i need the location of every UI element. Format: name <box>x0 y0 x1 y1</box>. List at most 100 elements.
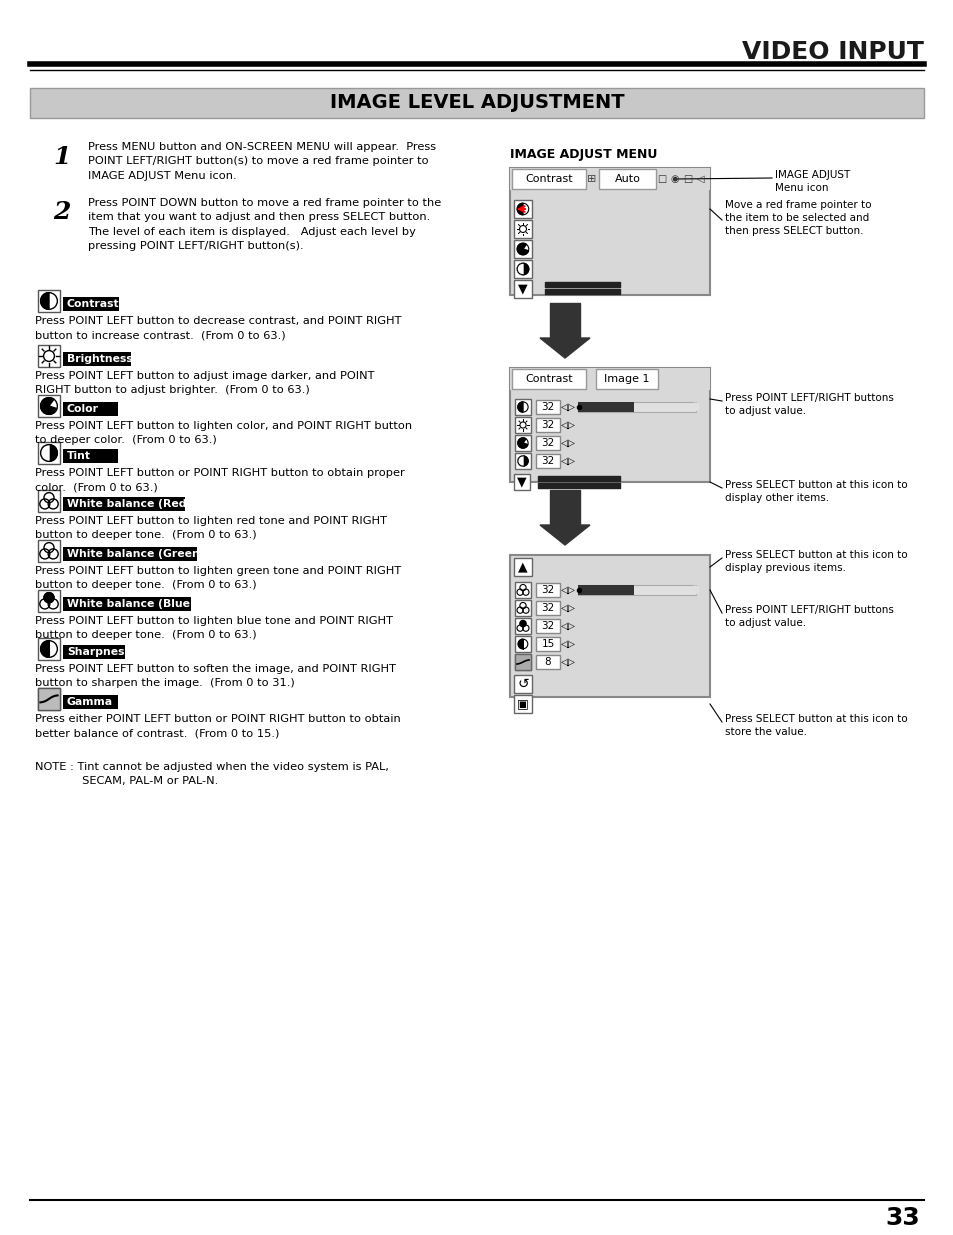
FancyBboxPatch shape <box>38 395 60 417</box>
Text: 32: 32 <box>540 438 554 448</box>
FancyBboxPatch shape <box>63 352 131 366</box>
FancyBboxPatch shape <box>38 540 60 562</box>
Text: ↺: ↺ <box>517 677 528 692</box>
Text: Tint: Tint <box>67 451 91 461</box>
FancyBboxPatch shape <box>512 169 585 189</box>
FancyBboxPatch shape <box>514 240 532 258</box>
FancyBboxPatch shape <box>515 636 531 652</box>
Text: IMAGE ADJUST
Menu icon: IMAGE ADJUST Menu icon <box>774 170 849 193</box>
Circle shape <box>517 263 528 274</box>
Polygon shape <box>517 204 522 215</box>
Text: Press SELECT button at this icon to
store the value.: Press SELECT button at this icon to stor… <box>724 714 906 737</box>
FancyBboxPatch shape <box>510 368 709 482</box>
Text: Press SELECT button at this icon to
display previous items.: Press SELECT button at this icon to disp… <box>724 550 906 573</box>
FancyBboxPatch shape <box>38 688 60 710</box>
Text: Contrast: Contrast <box>67 299 119 309</box>
FancyBboxPatch shape <box>514 474 530 490</box>
Text: White balance (Red): White balance (Red) <box>67 499 192 509</box>
FancyBboxPatch shape <box>598 169 656 189</box>
Text: □: □ <box>682 174 692 184</box>
Polygon shape <box>517 438 527 448</box>
FancyBboxPatch shape <box>515 618 531 634</box>
Text: Press POINT LEFT button to lighten red tone and POINT RIGHT
button to deeper ton: Press POINT LEFT button to lighten red t… <box>35 516 387 541</box>
FancyBboxPatch shape <box>38 638 60 659</box>
Text: Press POINT LEFT button to lighten color, and POINT RIGHT button
to deeper color: Press POINT LEFT button to lighten color… <box>35 421 412 446</box>
Circle shape <box>44 593 54 603</box>
Text: NOTE : Tint cannot be adjusted when the video system is PAL,
             SECAM,: NOTE : Tint cannot be adjusted when the … <box>35 762 389 787</box>
FancyBboxPatch shape <box>515 655 531 671</box>
Text: Press POINT LEFT button to soften the image, and POINT RIGHT
button to sharpen t: Press POINT LEFT button to soften the im… <box>35 664 395 688</box>
FancyBboxPatch shape <box>515 399 531 415</box>
Polygon shape <box>539 525 589 545</box>
Text: ▲: ▲ <box>517 561 527 573</box>
Polygon shape <box>517 456 522 466</box>
FancyBboxPatch shape <box>515 417 531 433</box>
Text: IMAGE ADJUST MENU: IMAGE ADJUST MENU <box>510 148 657 161</box>
Text: □: □ <box>657 174 666 184</box>
FancyBboxPatch shape <box>63 496 185 511</box>
FancyBboxPatch shape <box>515 600 531 616</box>
Text: ◁▷: ◁▷ <box>560 638 575 650</box>
Text: Press POINT LEFT button to adjust image darker, and POINT
RIGHT button to adjust: Press POINT LEFT button to adjust image … <box>35 370 375 395</box>
Text: Press POINT LEFT button or POINT RIGHT button to obtain proper
color.  (From 0 t: Press POINT LEFT button or POINT RIGHT b… <box>35 468 404 493</box>
Polygon shape <box>517 401 522 412</box>
Text: Image 1: Image 1 <box>603 374 649 384</box>
FancyBboxPatch shape <box>38 590 60 613</box>
FancyBboxPatch shape <box>514 261 532 278</box>
FancyBboxPatch shape <box>514 200 532 219</box>
Polygon shape <box>41 398 57 415</box>
Text: 32: 32 <box>540 420 554 430</box>
Polygon shape <box>517 640 522 648</box>
FancyBboxPatch shape <box>63 597 191 611</box>
Text: Press POINT LEFT button to lighten green tone and POINT RIGHT
button to deeper t: Press POINT LEFT button to lighten green… <box>35 566 401 590</box>
Text: 32: 32 <box>540 621 554 631</box>
FancyBboxPatch shape <box>596 369 658 389</box>
Text: Gamma: Gamma <box>67 697 113 706</box>
FancyBboxPatch shape <box>510 168 709 295</box>
FancyBboxPatch shape <box>38 688 60 710</box>
Circle shape <box>41 445 57 462</box>
Polygon shape <box>517 243 528 254</box>
Text: 32: 32 <box>540 585 554 595</box>
Text: Press MENU button and ON-SCREEN MENU will appear.  Press
POINT LEFT/RIGHT button: Press MENU button and ON-SCREEN MENU wil… <box>88 142 436 180</box>
FancyBboxPatch shape <box>578 585 633 595</box>
Text: ◉: ◉ <box>670 174 679 184</box>
Text: ▣: ▣ <box>517 698 528 710</box>
FancyBboxPatch shape <box>536 400 559 414</box>
FancyBboxPatch shape <box>38 345 60 367</box>
Text: ◁▷: ◁▷ <box>560 456 575 466</box>
FancyBboxPatch shape <box>536 454 559 468</box>
Polygon shape <box>517 263 522 274</box>
FancyBboxPatch shape <box>578 403 696 412</box>
Text: Press POINT LEFT button to lighten blue tone and POINT RIGHT
button to deeper to: Press POINT LEFT button to lighten blue … <box>35 616 393 641</box>
FancyBboxPatch shape <box>536 619 559 634</box>
Circle shape <box>690 585 699 594</box>
Text: 32: 32 <box>540 603 554 613</box>
Text: ▼: ▼ <box>517 283 527 295</box>
FancyBboxPatch shape <box>510 368 709 390</box>
Text: ◁▷: ◁▷ <box>560 403 575 412</box>
Text: 1: 1 <box>53 144 71 169</box>
Text: Press either POINT LEFT button or POINT RIGHT button to obtain
better balance of: Press either POINT LEFT button or POINT … <box>35 714 400 739</box>
FancyBboxPatch shape <box>536 417 559 432</box>
Text: Move a red frame pointer to
the item to be selected and
then press SELECT button: Move a red frame pointer to the item to … <box>724 200 871 236</box>
Text: Press POINT DOWN button to move a red frame pointer to the
item that you want to: Press POINT DOWN button to move a red fr… <box>88 198 441 251</box>
Text: IMAGE LEVEL ADJUSTMENT: IMAGE LEVEL ADJUSTMENT <box>330 94 623 112</box>
FancyBboxPatch shape <box>63 695 118 709</box>
Text: 32: 32 <box>540 456 554 466</box>
FancyBboxPatch shape <box>578 585 696 595</box>
Circle shape <box>517 456 528 466</box>
FancyBboxPatch shape <box>578 403 633 412</box>
FancyBboxPatch shape <box>515 655 531 671</box>
Text: 8: 8 <box>544 657 551 667</box>
Text: ◁▷: ◁▷ <box>560 438 575 448</box>
FancyBboxPatch shape <box>63 645 125 659</box>
FancyBboxPatch shape <box>63 296 119 311</box>
FancyBboxPatch shape <box>38 290 60 312</box>
Text: Press POINT LEFT button to decrease contrast, and POINT RIGHT
button to increase: Press POINT LEFT button to decrease cont… <box>35 316 401 341</box>
FancyBboxPatch shape <box>514 558 532 576</box>
Polygon shape <box>41 445 49 462</box>
FancyBboxPatch shape <box>38 442 60 464</box>
Text: ⊞: ⊞ <box>587 174 596 184</box>
FancyBboxPatch shape <box>536 637 559 651</box>
